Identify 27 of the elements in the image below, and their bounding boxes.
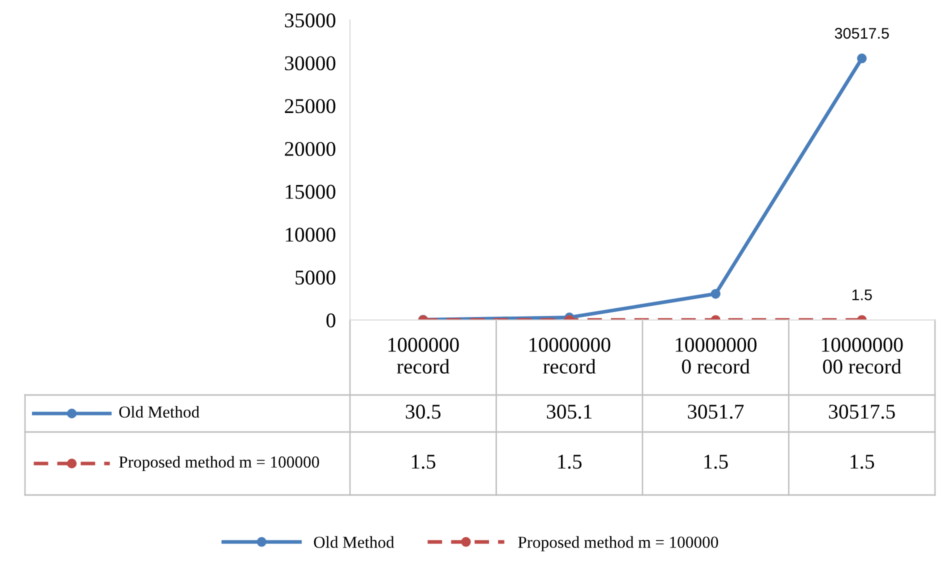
data-label: 1.5 [558, 454, 582, 469]
legend-label: Old Method [314, 536, 394, 548]
x-tick-label: 10000000 00 record [822, 338, 903, 374]
y-tick-label: 15000 [286, 184, 336, 199]
data-label: 1.5 [412, 454, 436, 469]
y-tick-label: 25000 [284, 99, 336, 114]
data-label: 3051.7 [688, 404, 744, 419]
y-tick-label: 20000 [284, 142, 336, 156]
data-label: 30517.5 [829, 404, 895, 419]
text: Proposed method m = 100000 [518, 536, 718, 552]
x-tick-label: 1000000 record [388, 338, 459, 374]
annotation: 1.5 [852, 290, 872, 300]
y-tick-label: 5000 [296, 270, 336, 285]
legend-label: Proposed method m = 100000 [119, 456, 320, 472]
x-tick-label: 10000000 record [530, 338, 610, 374]
data-label: 30.5 [406, 404, 441, 419]
text: Old Method [119, 406, 200, 418]
data-label: 1.5 [704, 454, 728, 469]
y-tick-label: 0 [326, 313, 336, 328]
data-label: 1.5 [850, 454, 874, 469]
y-tick-label: 30000 [285, 56, 336, 70]
data-label: 305.1 [546, 404, 592, 419]
y-tick-label: 35000 [285, 13, 336, 28]
annotation: 30517.5 [834, 28, 889, 39]
point [857, 54, 867, 64]
y-tick-label: 10000 [286, 228, 336, 242]
x-tick-label: 10000000 0 record [676, 338, 756, 374]
